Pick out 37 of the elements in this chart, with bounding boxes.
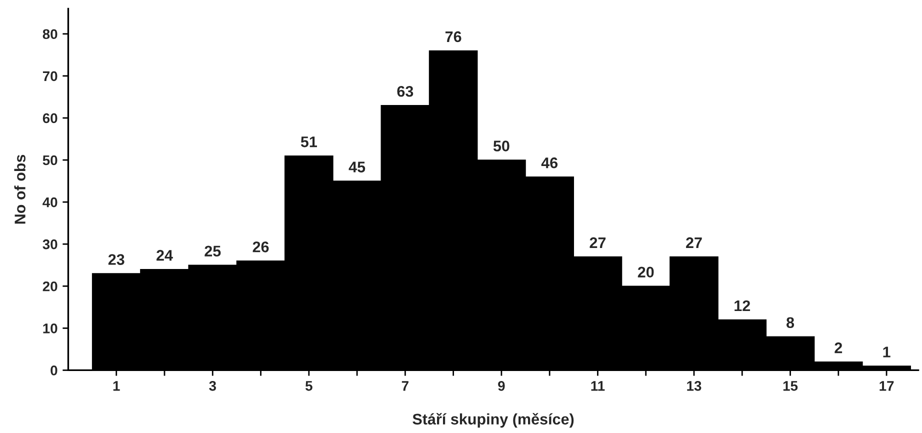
data-label: 8 bbox=[786, 317, 794, 328]
x-tick-label: 5 bbox=[305, 381, 312, 391]
data-label: 50 bbox=[493, 140, 510, 152]
y-tick-label: 70 bbox=[42, 71, 58, 82]
y-tick-label: 60 bbox=[42, 113, 58, 124]
y-tick-label: 10 bbox=[43, 324, 58, 334]
x-tick-label: 7 bbox=[402, 381, 408, 391]
data-label: 45 bbox=[348, 162, 366, 172]
data-label: 26 bbox=[252, 242, 269, 252]
data-label: 63 bbox=[397, 86, 414, 97]
data-label: 76 bbox=[445, 31, 462, 42]
data-label: 27 bbox=[686, 237, 702, 248]
y-tick-label: 50 bbox=[42, 155, 58, 166]
data-label: 23 bbox=[108, 254, 124, 265]
x-tick-label: 3 bbox=[209, 381, 216, 391]
y-tick-label: 40 bbox=[42, 197, 58, 208]
x-tick-label: 17 bbox=[880, 381, 894, 391]
y-tick-label: 30 bbox=[42, 239, 58, 250]
x-tick-label: 11 bbox=[591, 381, 605, 391]
data-label: 25 bbox=[204, 246, 221, 257]
x-axis-title: Stáří skupiny (měsíce) bbox=[412, 413, 574, 428]
data-label: 1 bbox=[883, 346, 890, 358]
data-label: 51 bbox=[300, 136, 317, 148]
y-axis-title: No of obs bbox=[14, 154, 26, 224]
data-label: 27 bbox=[590, 237, 606, 248]
x-tick-label: 15 bbox=[783, 381, 798, 391]
data-label: 46 bbox=[541, 157, 558, 168]
y-tick-label: 80 bbox=[42, 29, 58, 40]
data-label: 2 bbox=[834, 342, 842, 354]
data-label: 24 bbox=[156, 250, 173, 261]
data-label: 20 bbox=[638, 266, 654, 278]
x-tick-label: 9 bbox=[498, 381, 505, 391]
x-tick-label: 13 bbox=[687, 381, 702, 391]
y-tick-label: 0 bbox=[50, 366, 58, 376]
y-tick-label: 20 bbox=[42, 281, 58, 292]
x-tick-label: 1 bbox=[113, 381, 120, 391]
data-label: 12 bbox=[734, 300, 750, 312]
